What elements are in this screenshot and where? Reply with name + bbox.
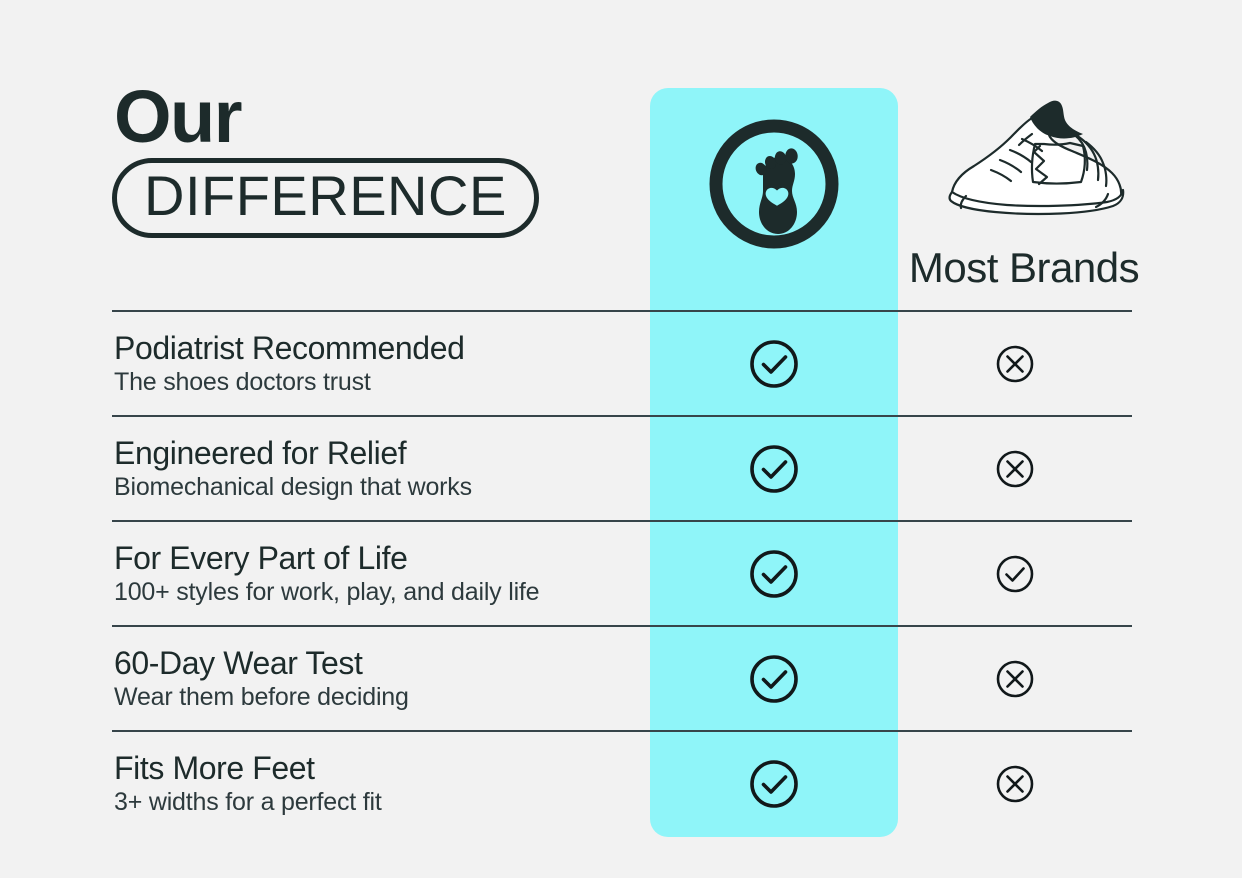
competitor-cell	[898, 655, 1132, 703]
row-divider	[112, 520, 1132, 522]
feature-title: 60-Day Wear Test	[114, 644, 363, 681]
title-line-our: Our	[114, 75, 243, 158]
x-circle-icon	[996, 660, 1034, 697]
footprint-heart-circle-logo-icon	[706, 116, 842, 252]
feature-title: For Every Part of Life	[114, 539, 408, 576]
row-divider	[112, 310, 1132, 312]
brand-cell	[650, 441, 898, 497]
table-row: For Every Part of Life 100+ styles for w…	[112, 522, 1132, 625]
check-circle-icon	[750, 444, 798, 493]
row-divider	[112, 415, 1132, 417]
title-pill-outline: DIFFERENCE	[112, 158, 539, 239]
comparison-table: Podiatrist Recommended The shoes doctors…	[112, 310, 1132, 835]
table-row: Fits More Feet 3+ widths for a perfect f…	[112, 732, 1132, 835]
feature-label: Engineered for Relief Biomechanical desi…	[112, 434, 650, 502]
check-circle-icon	[750, 654, 798, 703]
feature-label: 60-Day Wear Test Wear them before decidi…	[112, 644, 650, 712]
feature-subtitle: 3+ widths for a perfect fit	[114, 788, 382, 817]
page-title: Our DIFFERENCE	[112, 75, 632, 239]
competitor-cell	[898, 445, 1132, 493]
feature-title: Engineered for Relief	[114, 434, 407, 471]
feature-title: Fits More Feet	[114, 749, 315, 786]
feature-label: Podiatrist Recommended The shoes doctors…	[112, 329, 650, 397]
table-row: 60-Day Wear Test Wear them before decidi…	[112, 627, 1132, 730]
brand-cell	[650, 651, 898, 707]
check-circle-icon	[750, 339, 798, 388]
table-row: Engineered for Relief Biomechanical desi…	[112, 417, 1132, 520]
brand-cell	[650, 546, 898, 602]
row-divider	[112, 730, 1132, 732]
title-line-difference: DIFFERENCE	[144, 164, 507, 228]
competitor-cell	[898, 340, 1132, 388]
check-circle-icon	[750, 549, 798, 598]
check-circle-icon	[750, 759, 798, 808]
feature-subtitle: Wear them before deciding	[114, 683, 409, 712]
check-circle-icon	[996, 555, 1034, 592]
infographic-header: Our DIFFERENCE	[0, 0, 1242, 310]
table-row: Podiatrist Recommended The shoes doctors…	[112, 312, 1132, 415]
brand-cell	[650, 756, 898, 812]
x-circle-icon	[996, 450, 1034, 487]
feature-subtitle: Biomechanical design that works	[114, 473, 472, 502]
competitor-cell	[898, 760, 1132, 808]
x-circle-icon	[996, 345, 1034, 382]
x-circle-icon	[996, 765, 1034, 802]
competitor-cell	[898, 550, 1132, 598]
feature-subtitle: 100+ styles for work, play, and daily li…	[114, 578, 540, 607]
feature-label: For Every Part of Life 100+ styles for w…	[112, 539, 650, 607]
feature-label: Fits More Feet 3+ widths for a perfect f…	[112, 749, 650, 817]
sneaker-illustration-icon	[944, 96, 1156, 224]
competitor-column-label: Most Brands	[908, 244, 1140, 291]
feature-subtitle: The shoes doctors trust	[114, 368, 371, 397]
row-divider	[112, 625, 1132, 627]
feature-title: Podiatrist Recommended	[114, 329, 465, 366]
brand-cell	[650, 336, 898, 392]
